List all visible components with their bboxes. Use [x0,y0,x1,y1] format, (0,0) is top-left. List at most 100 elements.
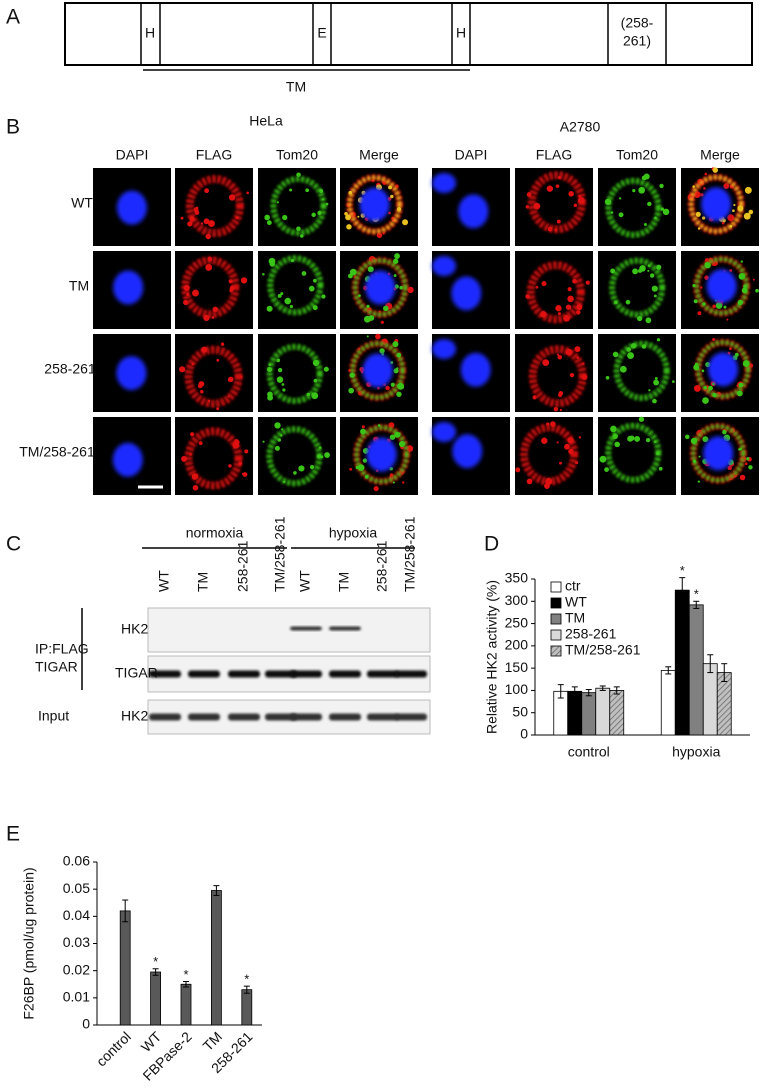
speckle [651,285,658,292]
speckle [277,438,282,442]
speckle [296,226,301,232]
speckle [692,459,697,464]
panel-label: B [6,116,20,139]
speckle [262,440,265,443]
legend-label: 258-261 [565,626,617,642]
micrograph [258,417,336,495]
speckle [638,416,645,422]
y-tick-label: 0.05 [63,880,90,896]
speckle [554,228,558,232]
speckle [375,333,381,340]
y-axis-label: Relative HK2 activity (%) [484,580,500,734]
speckle [712,262,716,266]
imaging-panel: HeLa DAPI FLAG Tom20 Merge A2780 DAPI FLAG Tom20… [19,113,759,495]
speckle [186,292,190,297]
speckle [641,344,647,349]
speckle [748,465,753,470]
speckle [308,285,315,292]
speckle [565,348,573,356]
speckle [300,234,304,238]
speckle [203,218,210,225]
speckle [652,398,657,404]
speckle [349,467,353,471]
legend-label: TM [565,610,585,626]
micrograph [175,417,253,495]
band [265,713,297,721]
speckle [604,467,609,472]
speckle [692,283,696,288]
micrograph [258,251,336,329]
speckle [227,395,230,398]
micrograph [681,417,759,495]
speckle [276,358,281,363]
speckle [201,346,208,353]
speckle [612,433,618,440]
speckle [198,381,205,387]
speckle [734,352,739,357]
panel-label: C [6,533,21,556]
speckle [738,382,744,388]
speckle [277,293,282,298]
band-label: TIGAR [115,665,158,681]
site-label: H [145,25,155,41]
speckle [743,284,747,289]
speckle [739,474,746,481]
speckle [525,294,530,299]
speckle [532,395,537,400]
speckle [694,362,698,366]
speckle [576,356,580,359]
significance-mark: * [680,563,685,578]
legend-label: WT [565,594,587,610]
micrograph-background [515,334,593,412]
speckle [544,483,550,489]
speckle [542,359,550,367]
condition-label: hypoxia [329,525,377,541]
band [367,670,399,678]
micrograph [681,251,759,329]
speckle [748,363,754,368]
y-tick-label: 100 [505,681,529,697]
legend-label: ctr [565,578,581,594]
bar [609,690,625,736]
speckle [348,368,352,372]
speckle [627,352,635,360]
speckle [545,477,553,485]
speckle [358,294,361,297]
site-label: E [317,25,326,41]
speckle [306,392,311,397]
speckle [553,406,559,412]
nucleus [452,434,483,469]
legend-swatch [550,629,562,641]
speckle [577,196,585,204]
speckle [684,434,690,440]
micrograph [598,168,676,246]
speckle [697,311,702,316]
significance-mark: * [244,972,249,987]
speckle [301,271,307,276]
speckle [630,343,637,349]
speckle [572,278,577,284]
speckle [748,209,754,215]
speckle [193,207,199,213]
speckle [382,231,385,235]
speckle [704,275,709,280]
speckle [348,273,353,279]
bar [688,604,704,736]
channel-label: Tom20 [276,147,318,163]
speckle [348,387,354,394]
speckle [645,438,651,443]
lane-label: TM [336,572,352,592]
cytoplasm-signal [350,341,405,400]
speckle [604,198,612,206]
bar [674,589,690,736]
speckle [189,453,192,456]
speckle [610,211,614,214]
speckle [312,278,317,283]
speckle [693,364,700,371]
speckle [702,436,709,443]
y-tick-label: 0.02 [63,961,90,977]
speckle [388,185,393,190]
speckle [396,391,402,397]
speckle [700,286,703,289]
speckle [393,368,399,374]
